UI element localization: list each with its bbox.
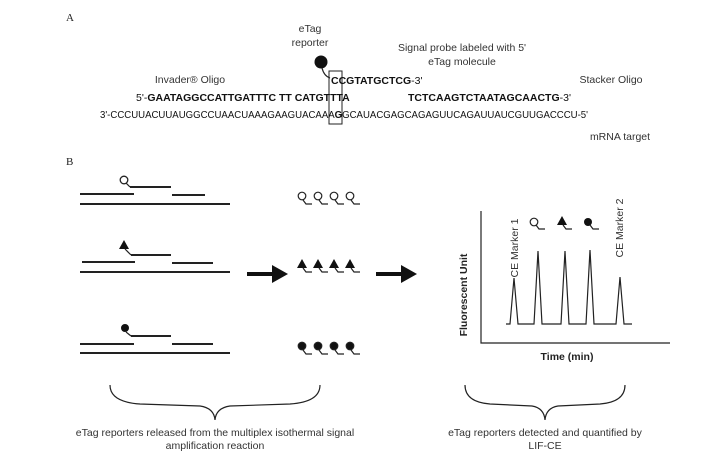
invader-oligo-label: Invader® Oligo: [155, 74, 225, 86]
released-reporters: [297, 191, 360, 355]
complex-row-triangle: [80, 240, 230, 273]
filled-circle-reporter-icon: [329, 341, 344, 355]
filled-circle-reporter-icon: [297, 341, 312, 355]
etag-reporter-label-2: reporter: [292, 37, 329, 49]
ce-marker-2-label: CE Marker 2: [614, 198, 626, 257]
peak-triangle-icon: [557, 216, 572, 230]
open-circle-reporter-icon: [313, 191, 328, 205]
open-circle-reporter-icon: [329, 191, 344, 205]
ce-marker-1-label: CE Marker 1: [509, 218, 521, 277]
electropherogram: Fluorescent Unit Time (min) CE Marker 1 …: [458, 198, 670, 363]
left-brace: [109, 384, 321, 421]
signal-probe-label-2: eTag molecule: [428, 56, 496, 68]
chart-axes: [480, 211, 670, 344]
mrna-target-sequence: 3'-CCCUUACUUAUGGCCUAACUAAAGAAGUACAAAGGCA…: [100, 109, 588, 121]
open-circle-reporter-icon: [297, 191, 312, 205]
triangle-reporter-icon: [345, 259, 360, 273]
peak-open-circle-icon: [529, 217, 545, 230]
triangle-reporter-icon: [313, 259, 328, 273]
etag-reporter-dot-icon: [314, 55, 328, 69]
panel-b-label: B: [66, 156, 73, 168]
filled-circle-reporter-icon: [345, 341, 360, 355]
complex-row-open-circle: [80, 175, 230, 205]
stacker-oligo-sequence: TCTCAAGTCTAATAGCAACTG-3': [408, 92, 571, 104]
filled-circle-reporter-icon: [313, 341, 328, 355]
signal-probe-sequence: CCGTATGCTCG-3': [331, 75, 422, 87]
arrow-right-icon: [247, 265, 288, 283]
filled-circle-reporter-icon: [121, 324, 129, 332]
caption-right-line-1: eTag reporters detected and quantified b…: [448, 427, 643, 439]
arrow-right-icon: [376, 265, 417, 283]
stacker-oligo-label: Stacker Oligo: [579, 74, 642, 86]
open-circle-reporter-icon: [119, 175, 129, 185]
y-axis-label: Fluorescent Unit: [458, 253, 470, 336]
panel-a-label: A: [66, 12, 74, 24]
caption-left-line-2: amplification reaction: [166, 440, 265, 452]
caption-right-line-2: LIF-CE: [528, 440, 561, 452]
cleavage-site-box: [328, 70, 343, 125]
right-brace: [464, 384, 626, 421]
caption-left-line-1: eTag reporters released from the multipl…: [76, 427, 354, 439]
triangle-reporter-icon: [297, 259, 312, 273]
x-axis-label: Time (min): [541, 351, 594, 363]
triangle-reporter-icon: [329, 259, 344, 273]
peak-filled-circle-icon: [584, 218, 599, 230]
invader-oligo-sequence: 5'-GAATAGGCCATTGATTTC TT CATGTTTA: [136, 92, 350, 104]
complex-row-filled-circle: [80, 324, 230, 354]
signal-probe-label-1: Signal probe labeled with 5': [398, 42, 526, 54]
mrna-target-label: mRNA target: [590, 131, 650, 143]
etag-reporter-label-1: eTag: [299, 23, 322, 35]
open-circle-reporter-icon: [345, 191, 360, 205]
chart-trace: [506, 249, 632, 325]
triangle-reporter-icon: [119, 240, 129, 249]
